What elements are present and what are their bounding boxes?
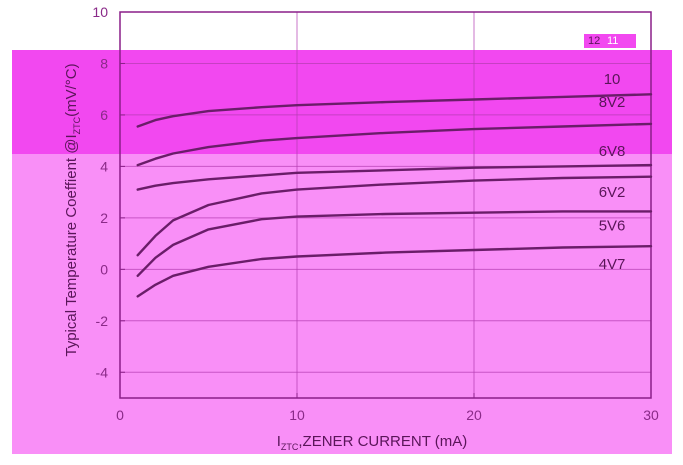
series-line-10 <box>136 93 653 128</box>
tick-labels: 0 10 20 30 -4 -2 0 2 4 6 8 10 <box>92 4 659 423</box>
y-axis-title-rest: (mV/°C) <box>63 63 80 117</box>
series-label-10: 10 <box>604 71 621 88</box>
series-line-8v2 <box>136 122 653 167</box>
series-labels: 10 8V2 6V8 6V2 5V6 4V7 <box>599 71 626 273</box>
series-label-5v6: 5V6 <box>599 218 626 235</box>
top-right-label-2: 11 <box>607 35 618 47</box>
y-axis-title-sub: ZTC <box>72 116 82 134</box>
series-label-4v7: 4V7 <box>599 256 626 273</box>
y-tick-label-8: 8 <box>100 55 108 71</box>
magenta-highlight-band <box>12 50 672 154</box>
y-tick-label--4: -4 <box>96 364 109 380</box>
x-axis-title-rest: ,ZENER CURRENT (mA) <box>298 433 467 450</box>
y-tick-label-6: 6 <box>100 107 108 123</box>
plot-top-strip <box>92 12 636 50</box>
top-right-label-1: 12 <box>588 35 600 47</box>
x-tick-label-30: 30 <box>643 407 659 423</box>
y-tick-label-10: 10 <box>92 4 108 20</box>
x-tick-label-0: 0 <box>116 407 124 423</box>
y-tick-label-0: 0 <box>100 261 108 277</box>
plot-frame <box>119 11 652 399</box>
y-tick-label--2: -2 <box>96 313 109 329</box>
x-tick-label-10: 10 <box>289 407 305 423</box>
series-line-4v7 <box>136 245 653 298</box>
x-axis-title-sub: ZTC <box>281 442 299 452</box>
top-right-badge <box>584 34 636 48</box>
x-tick-label-20: 20 <box>466 407 482 423</box>
series-lines <box>136 93 653 298</box>
axes <box>119 11 652 399</box>
series-line-6v8 <box>136 163 653 191</box>
series-label-6v2: 6V2 <box>599 184 626 201</box>
y-axis-title-main: Typical Temperature Coeffient @I <box>63 134 80 356</box>
series-line-6v2 <box>136 175 653 257</box>
y-tick-label-4: 4 <box>100 158 108 174</box>
x-axis-title: IZTC,ZENER CURRENT (mA) <box>277 433 468 452</box>
series-label-6v8: 6V8 <box>599 143 626 160</box>
series-label-8v2: 8V2 <box>599 94 626 111</box>
x-axis-title-main: I <box>277 433 281 450</box>
series-line-5v6 <box>136 210 653 277</box>
y-axis-title: Typical Temperature Coeffient @IZTC(mV/°… <box>63 63 82 356</box>
y-tick-label-2: 2 <box>100 210 108 226</box>
